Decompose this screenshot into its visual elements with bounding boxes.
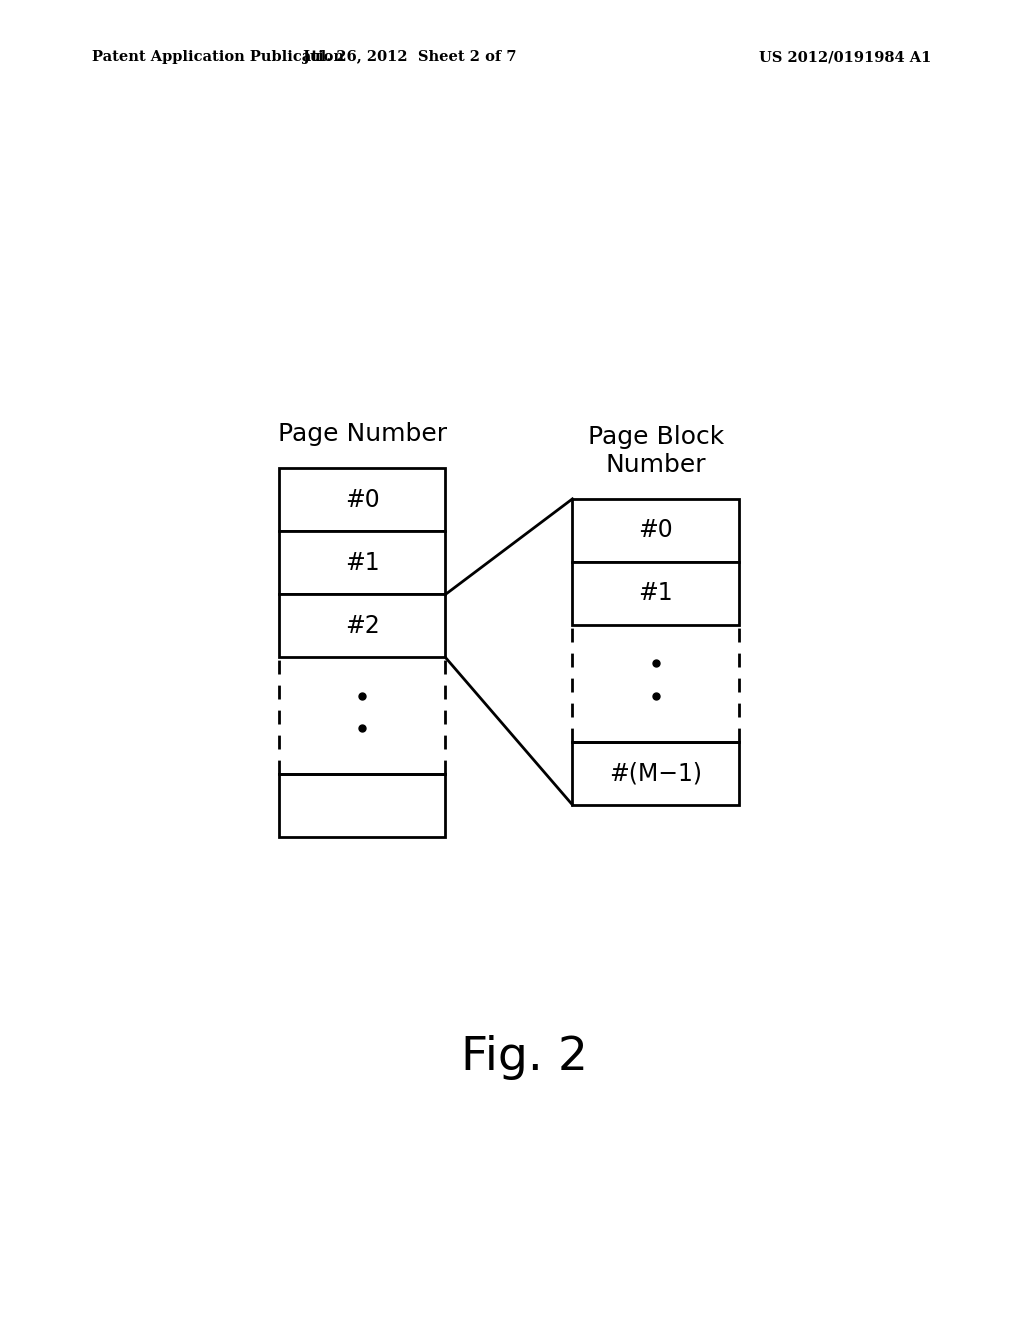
Bar <box>279 532 445 594</box>
Text: Page Block
Number: Page Block Number <box>588 425 724 477</box>
Text: #1: #1 <box>345 550 380 576</box>
Text: #2: #2 <box>345 614 380 638</box>
Bar <box>279 594 445 657</box>
Bar <box>572 499 739 562</box>
Bar <box>279 469 445 532</box>
Text: #(M−1): #(M−1) <box>609 762 702 785</box>
Text: Page Number: Page Number <box>278 422 446 446</box>
Text: Fig. 2: Fig. 2 <box>461 1035 589 1080</box>
Bar <box>279 775 445 837</box>
Bar <box>572 742 739 805</box>
Text: #1: #1 <box>638 581 673 606</box>
Bar <box>572 562 739 624</box>
Text: #0: #0 <box>638 519 673 543</box>
Text: Patent Application Publication: Patent Application Publication <box>92 50 344 65</box>
Text: US 2012/0191984 A1: US 2012/0191984 A1 <box>760 50 932 65</box>
Text: Jul. 26, 2012  Sheet 2 of 7: Jul. 26, 2012 Sheet 2 of 7 <box>303 50 516 65</box>
Text: #0: #0 <box>345 488 380 512</box>
